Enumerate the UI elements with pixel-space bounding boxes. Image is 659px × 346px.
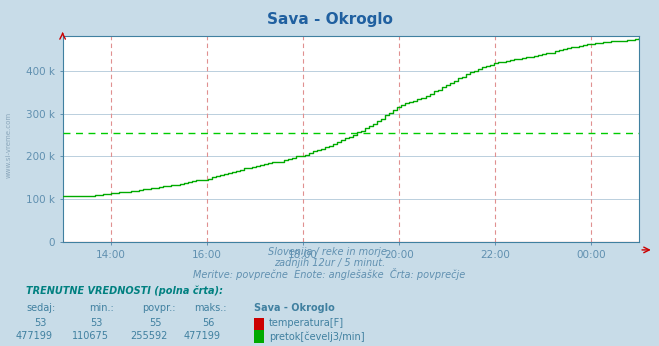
Text: 477199: 477199 bbox=[184, 331, 221, 342]
Text: 53: 53 bbox=[34, 318, 46, 328]
Text: povpr.:: povpr.: bbox=[142, 303, 175, 313]
Text: temperatura[F]: temperatura[F] bbox=[269, 318, 344, 328]
Text: Slovenija / reke in morje.: Slovenija / reke in morje. bbox=[268, 247, 391, 257]
Text: sedaj:: sedaj: bbox=[26, 303, 55, 313]
Text: pretok[čevelj3/min]: pretok[čevelj3/min] bbox=[269, 331, 364, 342]
Text: Sava - Okroglo: Sava - Okroglo bbox=[254, 303, 335, 313]
Text: maks.:: maks.: bbox=[194, 303, 227, 313]
Text: TRENUTNE VREDNOSTI (polna črta):: TRENUTNE VREDNOSTI (polna črta): bbox=[26, 285, 223, 296]
Text: zadnjih 12ur / 5 minut.: zadnjih 12ur / 5 minut. bbox=[274, 258, 385, 268]
Text: Meritve: povprečne  Enote: anglešaške  Črta: povprečje: Meritve: povprečne Enote: anglešaške Črt… bbox=[193, 268, 466, 280]
Text: 55: 55 bbox=[149, 318, 161, 328]
Text: Sava - Okroglo: Sava - Okroglo bbox=[266, 12, 393, 27]
Text: 255592: 255592 bbox=[130, 331, 168, 342]
Text: min.:: min.: bbox=[89, 303, 114, 313]
Text: 53: 53 bbox=[90, 318, 102, 328]
Text: 477199: 477199 bbox=[16, 331, 53, 342]
Text: www.si-vreme.com: www.si-vreme.com bbox=[5, 112, 12, 179]
Text: 56: 56 bbox=[202, 318, 214, 328]
Text: 110675: 110675 bbox=[72, 331, 109, 342]
